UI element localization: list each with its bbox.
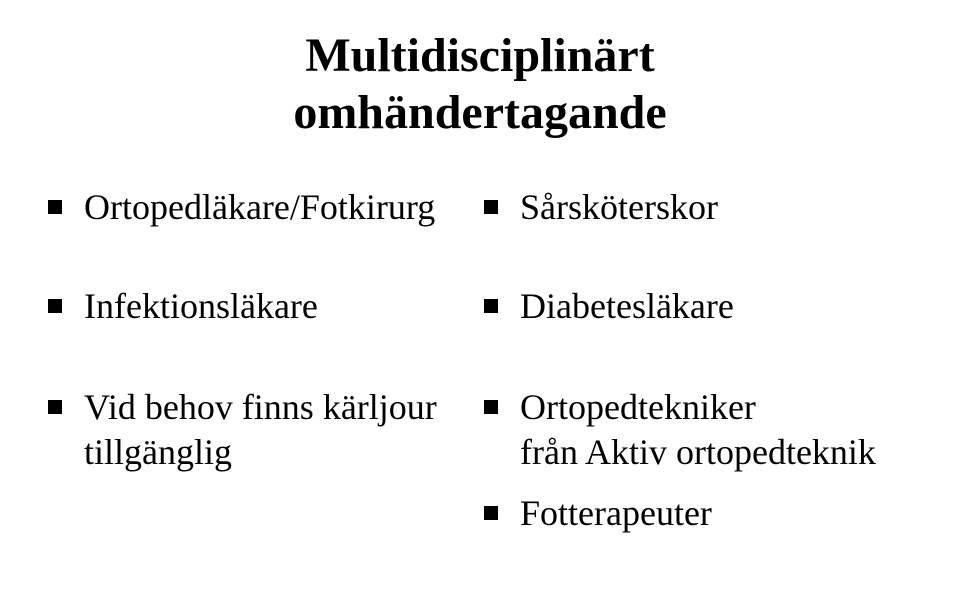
list-item: Ortopedläkare/Fotkirurg: [48, 185, 476, 230]
square-bullet-icon: [484, 506, 498, 520]
square-bullet-icon: [484, 299, 498, 313]
list-item-text: Fotterapeuter: [520, 491, 912, 536]
columns: Ortopedläkare/Fotkirurg Infektionsläkare…: [48, 185, 912, 536]
slide: Multidisciplinärt omhändertagande Ortope…: [0, 0, 960, 593]
list-item-text: Ortopedläkare/Fotkirurg: [84, 185, 476, 230]
list-item-text: Diabetesläkare: [520, 284, 912, 329]
list-item: Fotterapeuter: [484, 491, 912, 536]
list-item-line: tillgänglig: [84, 430, 476, 475]
square-bullet-icon: [48, 299, 62, 313]
list-item-text: Infektionsläkare: [84, 284, 476, 329]
list-item: Ortopedtekniker från Aktiv ortopedteknik: [484, 385, 912, 475]
title-line-1: Multidisciplinärt: [305, 29, 654, 82]
list-item-line: Vid behov finns kärljour: [84, 385, 476, 430]
list-item: Infektionsläkare: [48, 284, 476, 329]
list-item-text: Ortopedtekniker från Aktiv ortopedteknik: [520, 385, 912, 475]
square-bullet-icon: [48, 400, 62, 414]
list-item: Vid behov finns kärljour tillgänglig: [48, 385, 476, 475]
list-item-line: från Aktiv ortopedteknik: [520, 430, 912, 475]
title-line-2: omhändertagande: [293, 86, 666, 139]
square-bullet-icon: [48, 200, 62, 214]
list-item-text: Vid behov finns kärljour tillgänglig: [84, 385, 476, 475]
left-column: Ortopedläkare/Fotkirurg Infektionsläkare…: [48, 185, 476, 536]
list-item: Sårsköterskor: [484, 185, 912, 230]
right-column: Sårsköterskor Diabetesläkare Ortopedtekn…: [484, 185, 912, 536]
list-item: Diabetesläkare: [484, 284, 912, 329]
list-item-text: Sårsköterskor: [520, 185, 912, 230]
list-item-line: Ortopedtekniker: [520, 385, 912, 430]
square-bullet-icon: [484, 200, 498, 214]
square-bullet-icon: [484, 400, 498, 414]
slide-title: Multidisciplinärt omhändertagande: [48, 28, 912, 141]
